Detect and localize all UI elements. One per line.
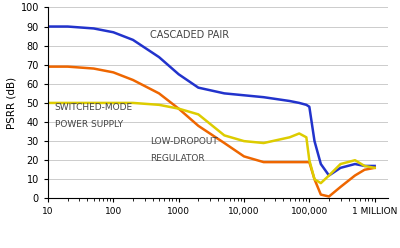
Text: POWER SUPPLY: POWER SUPPLY <box>55 120 123 129</box>
Y-axis label: PSRR (dB): PSRR (dB) <box>6 77 16 129</box>
Text: SWITCHED-MODE: SWITCHED-MODE <box>55 103 133 112</box>
Text: CASCADED PAIR: CASCADED PAIR <box>150 30 229 40</box>
Text: LOW-DROPOUT: LOW-DROPOUT <box>150 137 218 146</box>
Text: REGULATOR: REGULATOR <box>150 155 205 163</box>
